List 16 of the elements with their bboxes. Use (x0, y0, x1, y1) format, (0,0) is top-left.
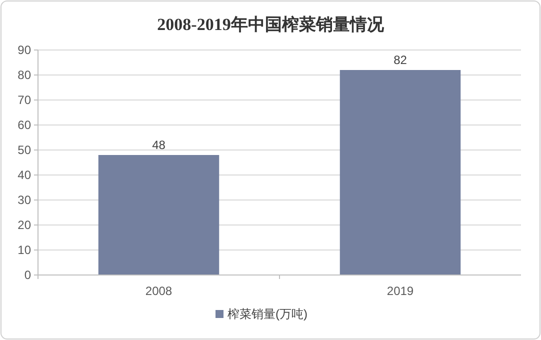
y-tick-label: 10 (18, 243, 32, 257)
y-tick-label: 70 (18, 93, 32, 107)
chart-title: 2008-2019年中国榨菜销量情况 (157, 15, 385, 34)
data-label: 82 (394, 53, 408, 67)
y-tick-label: 20 (18, 218, 32, 232)
data-label: 48 (152, 138, 166, 152)
y-tick-label: 0 (24, 268, 32, 282)
y-tick-label: 60 (18, 118, 32, 132)
y-tick-label: 40 (18, 168, 32, 182)
x-tick-label: 2008 (145, 284, 172, 298)
y-tick-label: 30 (18, 193, 32, 207)
legend-label: 榨菜销量(万吨) (228, 307, 308, 321)
y-tick-label: 80 (18, 68, 32, 82)
y-tick-label: 90 (18, 43, 32, 57)
x-tick-label: 2019 (386, 284, 414, 298)
y-tick-label: 50 (18, 143, 32, 157)
